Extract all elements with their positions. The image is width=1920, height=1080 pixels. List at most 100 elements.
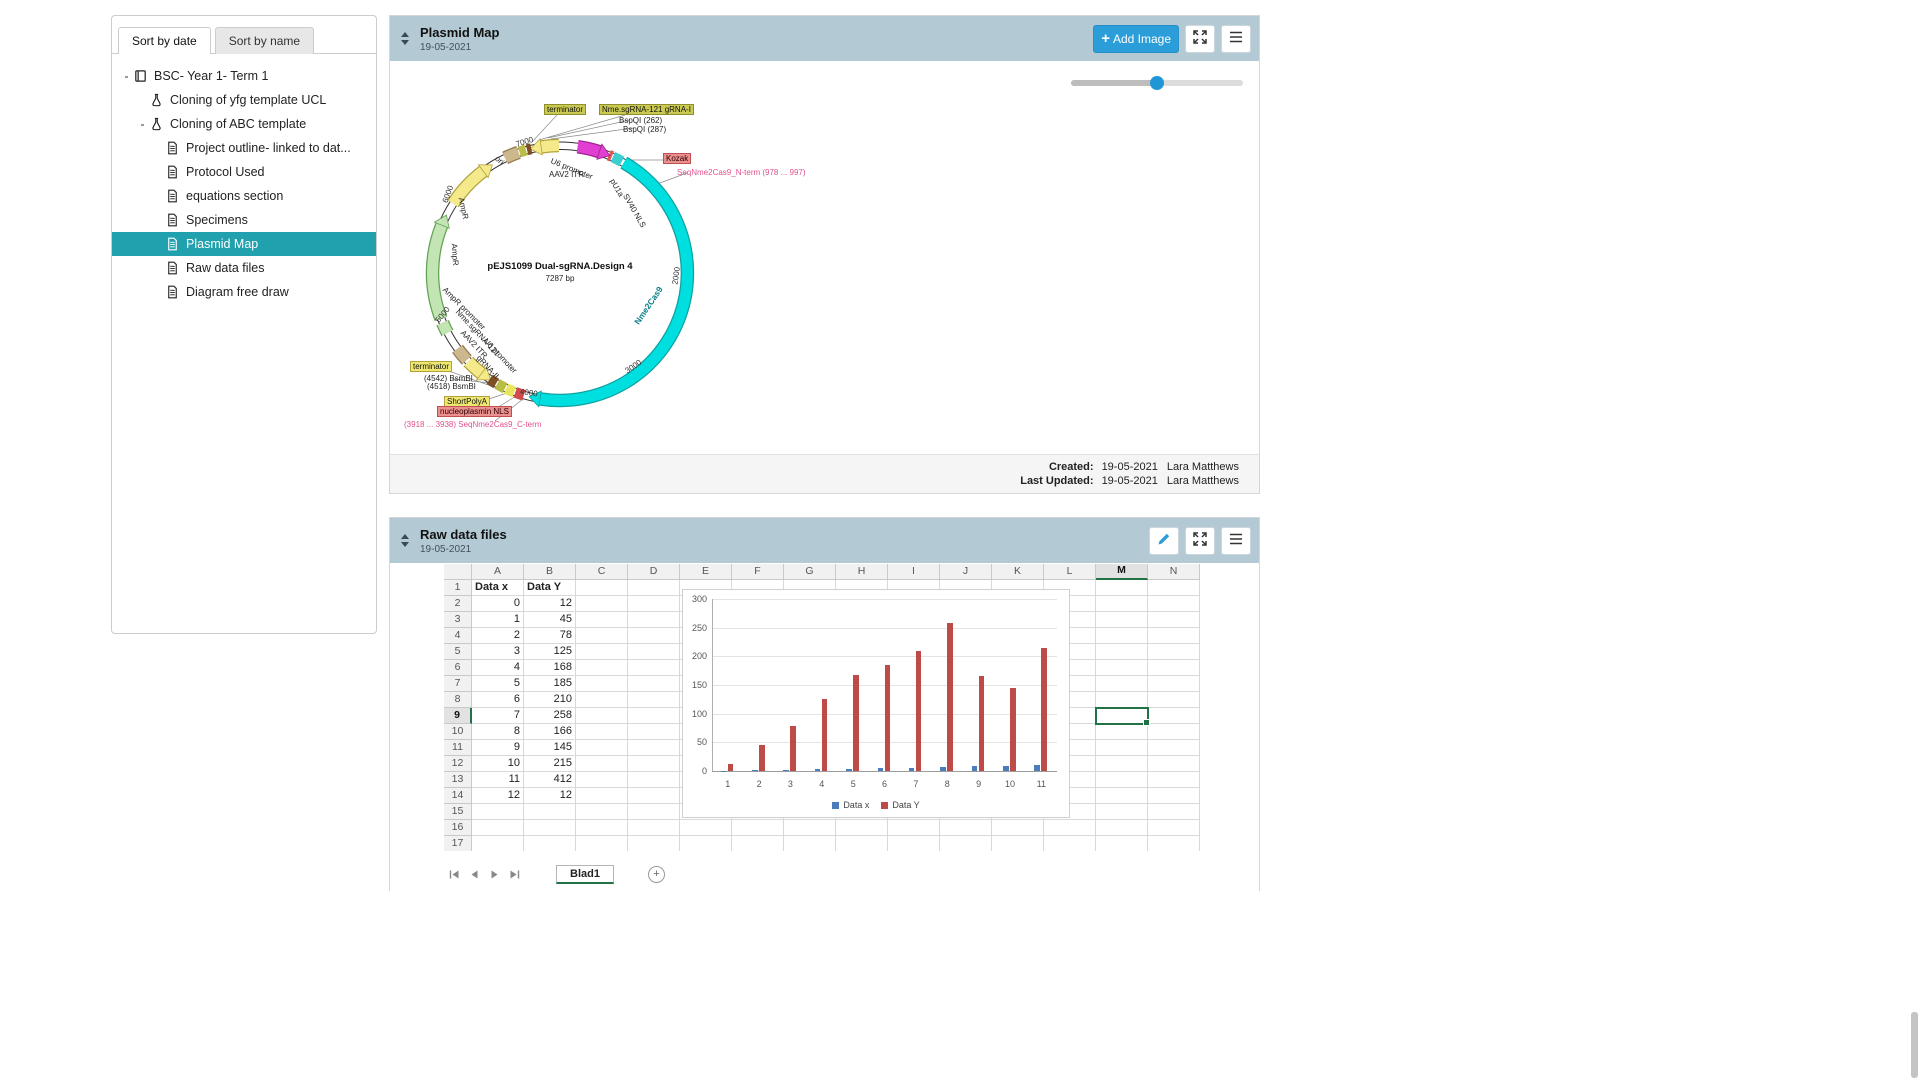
sheet-cell[interactable] (576, 772, 628, 788)
tree-item[interactable]: - Cloning of ABC template (112, 112, 376, 136)
row-header[interactable]: 9 (444, 708, 472, 724)
sheet-cell[interactable] (628, 772, 680, 788)
sheet-cell[interactable] (1044, 820, 1096, 836)
sheet-cell[interactable] (1096, 660, 1148, 676)
sheet-cell[interactable] (1148, 836, 1200, 851)
sheet-cell[interactable] (628, 804, 680, 820)
sheet-cell[interactable] (576, 820, 628, 836)
sheet-cell[interactable]: Data Y (524, 580, 576, 596)
sheet-cell[interactable]: 145 (524, 740, 576, 756)
sheet-cell[interactable] (628, 756, 680, 772)
sheet-cell[interactable]: 185 (524, 676, 576, 692)
sheet-cell[interactable]: 3 (472, 644, 524, 660)
sheet-cell[interactable] (992, 820, 1044, 836)
column-header[interactable]: E (680, 564, 732, 580)
column-header[interactable]: L (1044, 564, 1096, 580)
column-header[interactable]: A (472, 564, 524, 580)
row-header[interactable]: 17 (444, 836, 472, 851)
sheet-cell[interactable]: 12 (472, 788, 524, 804)
sheet-cell[interactable] (576, 724, 628, 740)
row-header[interactable]: 13 (444, 772, 472, 788)
add-image-button[interactable]: + Add Image (1093, 24, 1179, 53)
sheet-cell[interactable]: 78 (524, 628, 576, 644)
sheet-cell[interactable] (628, 724, 680, 740)
sheet-cell[interactable] (524, 820, 576, 836)
sheet-cell[interactable] (1096, 628, 1148, 644)
sheet-cell[interactable] (836, 836, 888, 851)
sheet-cell[interactable] (1148, 724, 1200, 740)
sheet-cell[interactable] (628, 692, 680, 708)
sheet-cell[interactable] (628, 788, 680, 804)
sheet-cell[interactable]: 9 (472, 740, 524, 756)
column-header[interactable]: J (940, 564, 992, 580)
sheet-cell[interactable] (576, 804, 628, 820)
sheet-cell[interactable]: 2 (472, 628, 524, 644)
zoom-slider[interactable] (1071, 76, 1243, 90)
sheet-cell[interactable] (472, 836, 524, 851)
sheet-cell[interactable] (1148, 580, 1200, 596)
sheet-cell[interactable] (836, 820, 888, 836)
sheet-cell[interactable] (888, 836, 940, 851)
sheet-cell[interactable] (628, 644, 680, 660)
first-sheet-button[interactable] (444, 865, 464, 883)
sheet-cell[interactable] (784, 820, 836, 836)
sheet-cell[interactable]: 166 (524, 724, 576, 740)
row-header[interactable]: 15 (444, 804, 472, 820)
sheet-cell[interactable]: Data x (472, 580, 524, 596)
sheet-cell[interactable] (1148, 788, 1200, 804)
sheet-cell[interactable] (628, 820, 680, 836)
sheet-cell[interactable] (1148, 820, 1200, 836)
column-header[interactable]: K (992, 564, 1044, 580)
sheet-cell[interactable] (628, 740, 680, 756)
row-header[interactable]: 5 (444, 644, 472, 660)
sheet-cell[interactable] (472, 804, 524, 820)
tree-item[interactable]: Plasmid Map (112, 232, 376, 256)
sheet-cell[interactable] (576, 740, 628, 756)
sheet-cell[interactable]: 258 (524, 708, 576, 724)
sheet-cell[interactable]: 6 (472, 692, 524, 708)
tree-item[interactable]: Project outline- linked to dat... (112, 136, 376, 160)
sheet-cell[interactable] (1148, 612, 1200, 628)
sheet-cell[interactable] (1044, 836, 1096, 851)
tree-item[interactable]: Diagram free draw (112, 280, 376, 304)
sheet-cell[interactable]: 12 (524, 788, 576, 804)
sheet-cell[interactable] (1148, 676, 1200, 692)
sheet-cell[interactable] (576, 644, 628, 660)
panel-menu-button[interactable] (1221, 24, 1251, 53)
tree-item[interactable]: equations section (112, 184, 376, 208)
sheet-cell[interactable]: 5 (472, 676, 524, 692)
sheet-cell[interactable]: 210 (524, 692, 576, 708)
row-header[interactable]: 16 (444, 820, 472, 836)
sheet-cell[interactable] (1148, 692, 1200, 708)
column-header[interactable]: B (524, 564, 576, 580)
row-header[interactable]: 3 (444, 612, 472, 628)
sheet-cell[interactable] (1148, 660, 1200, 676)
sheet-cell[interactable]: 412 (524, 772, 576, 788)
panel-reorder-handle[interactable] (398, 530, 412, 551)
column-header[interactable]: G (784, 564, 836, 580)
next-sheet-button[interactable] (484, 865, 504, 883)
sheet-cell[interactable] (628, 660, 680, 676)
embedded-chart[interactable]: 0 50 100 150 200 250 300 1 2 3 4 5 6 7 8 9 10 11 Data x Dat… (682, 589, 1070, 818)
column-header[interactable]: M (1096, 564, 1148, 580)
sheet-cell[interactable] (1148, 772, 1200, 788)
tree-item[interactable]: Specimens (112, 208, 376, 232)
panel-reorder-handle[interactable] (398, 28, 412, 49)
column-header[interactable]: H (836, 564, 888, 580)
edit-button[interactable] (1149, 526, 1179, 555)
sheet-cell[interactable] (576, 612, 628, 628)
sheet-cell[interactable] (524, 804, 576, 820)
sheet-cell[interactable] (1096, 596, 1148, 612)
sheet-cell[interactable] (628, 596, 680, 612)
sheet-cell[interactable] (1148, 740, 1200, 756)
tree-item[interactable]: Raw data files (112, 256, 376, 280)
column-header[interactable]: C (576, 564, 628, 580)
prev-sheet-button[interactable] (464, 865, 484, 883)
sheet-cell[interactable] (1096, 692, 1148, 708)
sheet-cell[interactable] (1096, 804, 1148, 820)
column-header[interactable]: N (1148, 564, 1200, 580)
sheet-cell[interactable]: 10 (472, 756, 524, 772)
sheet-cell[interactable]: 7 (472, 708, 524, 724)
scrollbar-thumb[interactable] (1911, 1012, 1918, 1078)
collapse-toggle[interactable]: - (140, 117, 145, 131)
